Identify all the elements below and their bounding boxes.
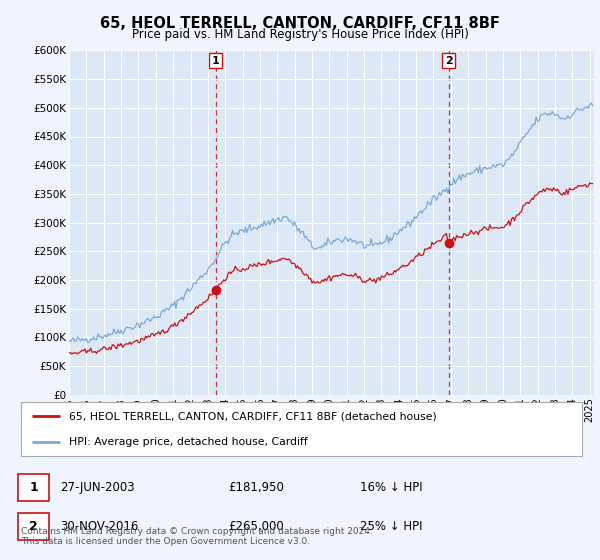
Text: 1: 1 xyxy=(212,55,220,66)
Text: Contains HM Land Registry data © Crown copyright and database right 2024.
This d: Contains HM Land Registry data © Crown c… xyxy=(21,526,373,546)
Text: 30-NOV-2016: 30-NOV-2016 xyxy=(60,520,139,533)
Text: 27-JUN-2003: 27-JUN-2003 xyxy=(60,480,134,494)
Text: 65, HEOL TERRELL, CANTON, CARDIFF, CF11 8BF: 65, HEOL TERRELL, CANTON, CARDIFF, CF11 … xyxy=(100,16,500,31)
Text: 65, HEOL TERRELL, CANTON, CARDIFF, CF11 8BF (detached house): 65, HEOL TERRELL, CANTON, CARDIFF, CF11 … xyxy=(68,412,436,421)
Text: 2: 2 xyxy=(445,55,452,66)
Text: 1: 1 xyxy=(29,480,38,494)
Text: £265,000: £265,000 xyxy=(228,520,284,533)
Text: HPI: Average price, detached house, Cardiff: HPI: Average price, detached house, Card… xyxy=(68,437,307,446)
Text: 2: 2 xyxy=(29,520,38,533)
Text: Price paid vs. HM Land Registry's House Price Index (HPI): Price paid vs. HM Land Registry's House … xyxy=(131,28,469,41)
Text: 16% ↓ HPI: 16% ↓ HPI xyxy=(360,480,422,494)
Text: 25% ↓ HPI: 25% ↓ HPI xyxy=(360,520,422,533)
Text: £181,950: £181,950 xyxy=(228,480,284,494)
